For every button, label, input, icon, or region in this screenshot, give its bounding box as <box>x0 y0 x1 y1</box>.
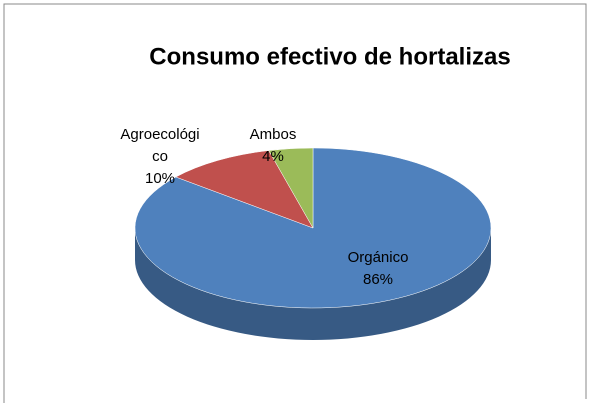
label-category: Ambos <box>249 126 297 143</box>
slice <box>268 147 314 229</box>
slice <box>175 150 314 229</box>
label-value: 86% <box>362 271 394 288</box>
label-value: 4% <box>262 148 284 165</box>
label-value: 10% <box>144 170 176 187</box>
chart-title: Consumo efectivo de hortalizas <box>149 43 510 70</box>
data-label: Agroecológico 10% <box>118 124 202 190</box>
data-label: Orgánico 86% <box>338 247 418 291</box>
chart-border <box>3 3 587 403</box>
slice-side <box>135 228 491 340</box>
pie <box>134 147 492 340</box>
data-label: Ambos 4% <box>238 124 308 168</box>
slice <box>134 147 492 309</box>
label-category: Agroecológico <box>120 126 200 165</box>
label-category: Orgánico <box>347 249 409 266</box>
